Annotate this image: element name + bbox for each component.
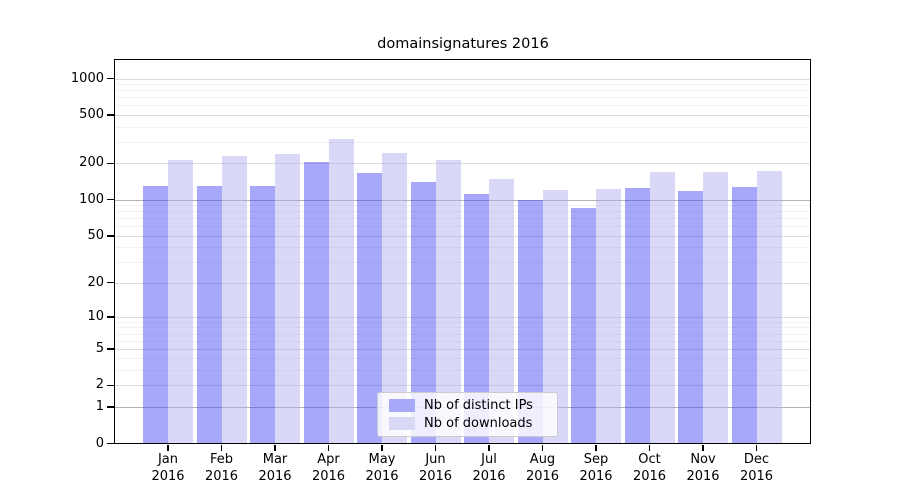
x-tick-label-jun: Jun 2016	[418, 452, 453, 484]
gridline-50	[115, 235, 811, 237]
x-tick-label-jul: Jul 2016	[472, 452, 506, 484]
minor-gridline-6	[115, 340, 811, 342]
minor-gridline-80	[115, 211, 811, 213]
gridline-20	[115, 282, 811, 284]
bar-distinct-ips-mar	[250, 185, 275, 444]
y-tick-label-10: 10	[87, 308, 104, 324]
y-tick-label-20: 20	[87, 274, 104, 290]
gridline-200	[115, 163, 811, 165]
gridline-100	[115, 199, 811, 201]
x-tick-label-aug: Aug 2016	[525, 452, 560, 484]
y-tick-label-1000: 1000	[70, 70, 104, 86]
gridline-500	[115, 115, 811, 117]
bar-downloads-mar	[275, 153, 300, 444]
legend-swatch-downloads	[389, 417, 415, 430]
x-tick-label-nov: Nov 2016	[686, 452, 720, 484]
bar-downloads-dec	[756, 170, 782, 444]
x-tick-label-oct: Oct 2016	[632, 452, 667, 484]
legend-item-distinct-ips: Nb of distinct IPs	[378, 397, 557, 413]
gridline-2	[115, 385, 811, 387]
minor-gridline-3	[115, 370, 811, 372]
x-tick-label-apr: Apr 2016	[311, 452, 346, 484]
minor-gridline-60	[115, 226, 811, 228]
y-tick-0	[107, 442, 114, 445]
gridline-1000	[115, 78, 811, 80]
x-tick-mar	[274, 445, 276, 451]
x-tick-label-may: May 2016	[365, 452, 399, 484]
minor-gridline-70	[115, 218, 811, 220]
minor-gridline-7	[115, 333, 811, 335]
y-tick-500	[107, 114, 114, 116]
minor-gridline-300	[115, 141, 811, 143]
y-tick-label-200: 200	[79, 155, 104, 171]
x-tick-oct	[648, 445, 651, 451]
minor-gridline-30	[115, 262, 811, 264]
legend-label-distinct-ips: Nb of distinct IPs	[424, 397, 533, 413]
gridline-5	[115, 348, 811, 350]
y-tick-label-2: 2	[95, 377, 104, 393]
x-tick-nov	[702, 445, 704, 451]
legend-label-downloads: Nb of downloads	[424, 415, 533, 431]
legend-item-downloads: Nb of downloads	[378, 415, 557, 431]
bar-distinct-ips-dec	[731, 187, 757, 444]
x-tick-aug	[541, 445, 544, 451]
minor-gridline-40	[115, 247, 811, 249]
chart-title: domainsignatures 2016	[377, 36, 549, 52]
bar-distinct-ips-nov	[678, 191, 703, 444]
bar-downloads-apr	[328, 139, 354, 444]
gridline-10	[115, 316, 811, 318]
y-tick-100	[107, 198, 114, 201]
x-tick-label-jan: Jan 2016	[151, 452, 185, 484]
minor-gridline-8	[115, 327, 811, 329]
x-tick-jun	[434, 445, 437, 451]
x-tick-label-sep: Sep 2016	[579, 452, 613, 484]
x-tick-label-dec: Dec 2016	[739, 452, 774, 484]
minor-gridline-400	[115, 126, 811, 128]
bar-downloads-sep	[596, 188, 621, 444]
x-tick-jul	[488, 445, 490, 451]
minor-gridline-700	[115, 97, 811, 99]
x-tick-may	[381, 445, 383, 451]
x-tick-dec	[755, 445, 758, 451]
x-tick-feb	[220, 445, 223, 451]
minor-gridline-90	[115, 205, 811, 207]
y-tick-20	[107, 281, 114, 284]
bar-downloads-jan	[168, 159, 193, 444]
y-tick-label-0: 0	[95, 435, 104, 451]
y-tick-200	[107, 162, 114, 165]
y-tick-label-100: 100	[79, 191, 104, 207]
y-tick-label-50: 50	[87, 227, 104, 243]
x-tick-apr	[327, 445, 330, 451]
minor-gridline-800	[115, 90, 811, 92]
legend: Nb of distinct IPs Nb of downloads	[377, 392, 558, 437]
x-tick-label-mar: Mar 2016	[258, 452, 292, 484]
y-tick-10	[107, 316, 114, 318]
y-tick-label-500: 500	[79, 107, 104, 123]
y-tick-50	[107, 235, 114, 237]
bar-downloads-feb	[221, 155, 247, 444]
bar-downloads-oct	[649, 171, 675, 444]
y-tick-label-1: 1	[95, 398, 104, 414]
legend-swatch-distinct-ips	[389, 399, 415, 412]
bar-distinct-ips-oct	[624, 188, 650, 444]
y-tick-2	[107, 384, 114, 387]
bar-downloads-nov	[703, 171, 728, 444]
x-tick-jan	[167, 445, 169, 451]
y-tick-1	[107, 406, 114, 408]
y-tick-label-5: 5	[95, 340, 104, 356]
bar-distinct-ips-sep	[571, 208, 596, 444]
x-tick-label-feb: Feb 2016	[204, 452, 239, 484]
x-tick-sep	[595, 445, 597, 451]
minor-gridline-4	[115, 358, 811, 360]
minor-gridline-600	[115, 105, 811, 107]
minor-gridline-9	[115, 321, 811, 323]
minor-gridline-900	[115, 84, 811, 86]
y-tick-5	[107, 348, 114, 350]
bar-distinct-ips-apr	[303, 161, 329, 444]
y-tick-1000	[107, 77, 114, 80]
bar-distinct-ips-feb	[196, 185, 222, 444]
bar-distinct-ips-jan	[143, 185, 168, 444]
